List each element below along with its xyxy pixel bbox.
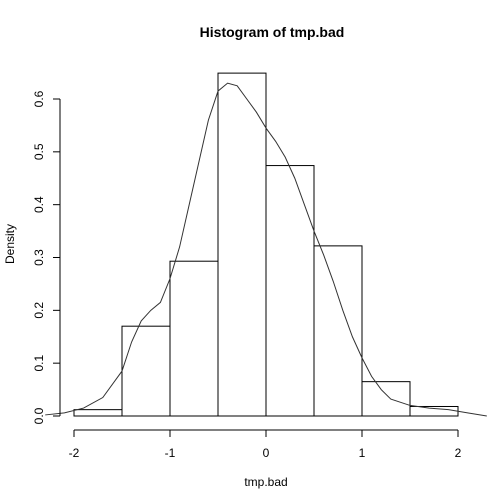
y-tick-label-6: 0.6 [32, 90, 46, 107]
y-axis-label: Density [3, 224, 17, 264]
x-tick-label-3: 1 [359, 446, 366, 460]
y-tick-label-2: 0.2 [32, 302, 46, 319]
x-tick-label-4: 2 [455, 446, 462, 460]
histogram-bar-7 [409, 405, 459, 417]
histogram-bar-3 [217, 72, 267, 417]
x-axis: -2 -1 0 1 2 [69, 429, 462, 460]
y-tick-label-5: 0.5 [32, 143, 46, 160]
histogram-bar-0 [73, 409, 123, 417]
histogram-bar-4 [265, 165, 315, 417]
histogram-bars [73, 72, 459, 417]
y-tick-label-1: 0.1 [32, 355, 46, 372]
histogram-bar-5 [313, 245, 363, 417]
y-tick-label-4: 0.4 [32, 196, 46, 213]
x-axis-label: tmp.bad [244, 475, 287, 489]
x-tick-label-0: -2 [69, 446, 80, 460]
chart-title: Histogram of tmp.bad [200, 24, 345, 40]
y-axis: 0.0 0.1 0.2 0.3 0.4 0.5 0.6 [32, 90, 61, 424]
density-curve [45, 82, 487, 417]
y-tick-label-3: 0.3 [32, 249, 46, 266]
histogram-bar-1 [121, 325, 171, 417]
y-tick-label-0: 0.0 [32, 407, 46, 424]
x-tick-label-1: -1 [165, 446, 176, 460]
histogram-bar-2 [169, 260, 219, 417]
x-tick-label-2: 0 [263, 446, 270, 460]
histogram-bar-6 [361, 381, 411, 417]
